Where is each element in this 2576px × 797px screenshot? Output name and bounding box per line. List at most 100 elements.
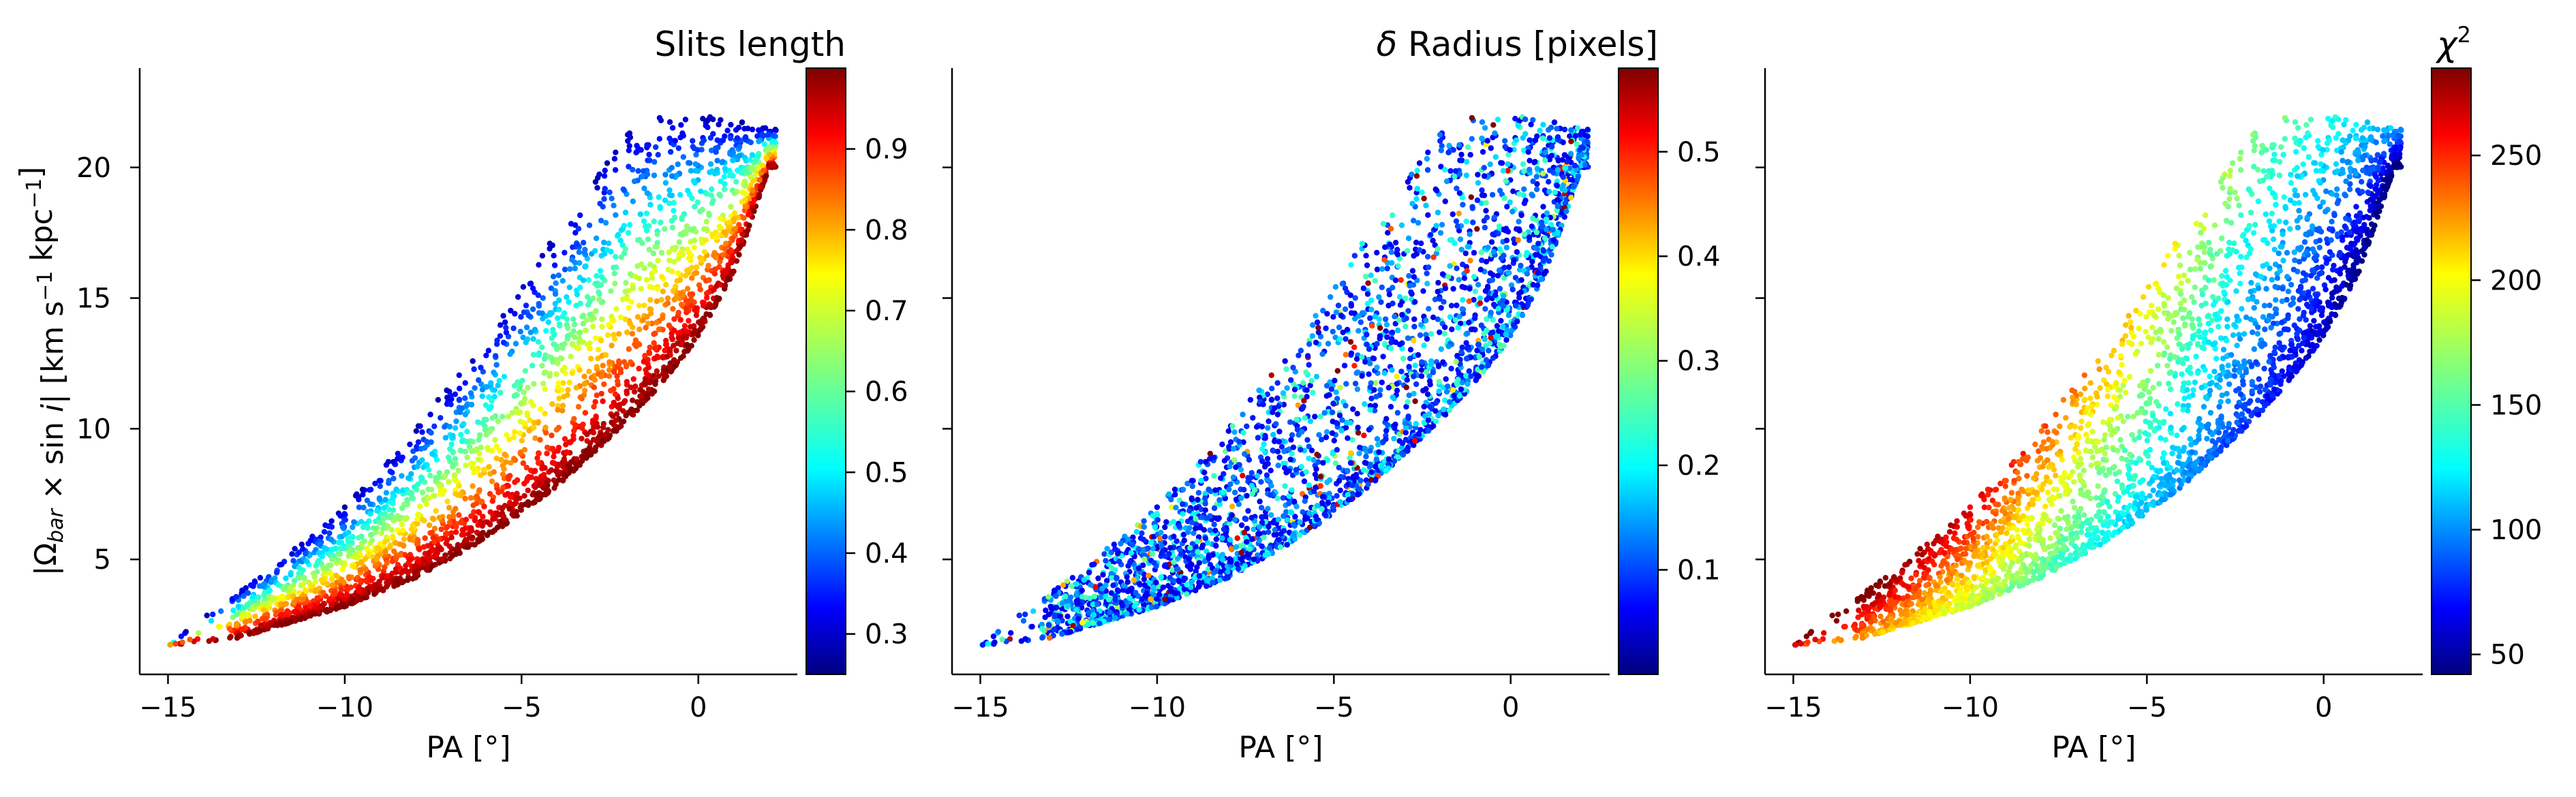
data-point	[547, 310, 553, 316]
data-point	[507, 494, 514, 500]
data-point	[674, 340, 681, 347]
data-point	[749, 152, 756, 158]
data-point	[542, 424, 549, 431]
data-point	[532, 435, 538, 441]
data-point	[1446, 398, 1453, 405]
data-point	[466, 443, 473, 450]
data-point	[620, 186, 626, 192]
data-point	[637, 211, 643, 217]
data-point	[208, 618, 215, 624]
data-point	[592, 377, 598, 383]
data-point	[1420, 288, 1426, 294]
data-point	[630, 324, 636, 330]
data-point	[1424, 270, 1430, 277]
data-point	[609, 403, 615, 410]
data-point	[725, 265, 731, 271]
data-point	[651, 345, 658, 351]
data-point	[586, 369, 592, 375]
data-point	[655, 152, 661, 158]
data-point	[339, 560, 345, 566]
data-point	[288, 572, 294, 578]
data-point	[678, 249, 684, 255]
data-point	[549, 433, 555, 439]
data-point	[399, 521, 405, 527]
data-point	[555, 384, 561, 390]
data-point	[421, 561, 428, 567]
data-point	[1380, 354, 1386, 360]
data-point	[294, 609, 301, 616]
data-point	[429, 486, 435, 493]
data-point	[709, 200, 716, 206]
data-point	[414, 537, 421, 543]
data-point	[654, 231, 660, 237]
data-point	[643, 210, 649, 217]
data-point	[1227, 481, 1233, 488]
data-point	[462, 411, 469, 418]
data-point	[535, 292, 541, 298]
data-point	[390, 475, 397, 482]
data-point	[1266, 545, 1273, 551]
data-point	[609, 343, 615, 349]
data-point	[450, 433, 456, 439]
data-point	[643, 277, 649, 283]
data-point	[495, 382, 501, 388]
data-point	[335, 540, 342, 546]
data-point	[670, 287, 677, 294]
data-point	[523, 478, 530, 484]
data-point	[645, 386, 652, 392]
data-point	[464, 454, 470, 460]
data-point	[728, 258, 734, 264]
data-point	[405, 569, 412, 575]
data-point	[450, 513, 457, 519]
data-point	[613, 264, 619, 270]
data-point	[1522, 131, 1529, 137]
chart-panel-2: −15 −10 −5 0PA [°]0.10.20.30.40.5δ Radius […	[942, 25, 1721, 765]
data-point	[647, 306, 653, 312]
data-point	[700, 116, 706, 122]
data-point	[539, 253, 546, 259]
data-point	[1372, 278, 1379, 284]
data-point	[520, 284, 527, 290]
data-point	[474, 500, 480, 507]
data-point	[576, 249, 582, 255]
data-point	[364, 585, 371, 592]
data-point	[540, 380, 547, 387]
data-point	[613, 427, 619, 434]
data-point	[414, 463, 420, 470]
data-point	[465, 531, 472, 537]
data-point	[728, 204, 734, 210]
data-point	[1323, 428, 1330, 435]
data-point	[636, 365, 642, 372]
data-point	[446, 424, 453, 430]
data-point	[1231, 489, 1238, 496]
data-point	[658, 296, 664, 303]
data-point	[346, 574, 352, 580]
data-point	[650, 250, 656, 257]
data-point	[428, 430, 434, 436]
data-point	[671, 259, 677, 265]
data-point	[611, 270, 617, 277]
data-point	[562, 341, 568, 347]
data-point	[595, 347, 602, 353]
data-point	[328, 576, 335, 582]
data-point	[651, 373, 657, 379]
data-point	[1500, 168, 1507, 174]
data-point	[628, 406, 634, 413]
data-point	[179, 639, 185, 645]
data-point	[675, 270, 681, 277]
data-point	[1343, 336, 1349, 342]
data-point	[737, 227, 743, 233]
data-point	[419, 457, 425, 463]
data-point	[385, 458, 392, 465]
data-point	[1062, 593, 1069, 599]
data-point	[461, 421, 467, 427]
data-point	[255, 594, 262, 600]
data-point	[431, 539, 438, 545]
data-point	[1483, 357, 1490, 363]
data-point	[417, 503, 423, 510]
data-point	[1141, 518, 1147, 525]
data-point	[442, 424, 448, 430]
data-point	[380, 516, 386, 522]
data-point	[511, 428, 518, 435]
